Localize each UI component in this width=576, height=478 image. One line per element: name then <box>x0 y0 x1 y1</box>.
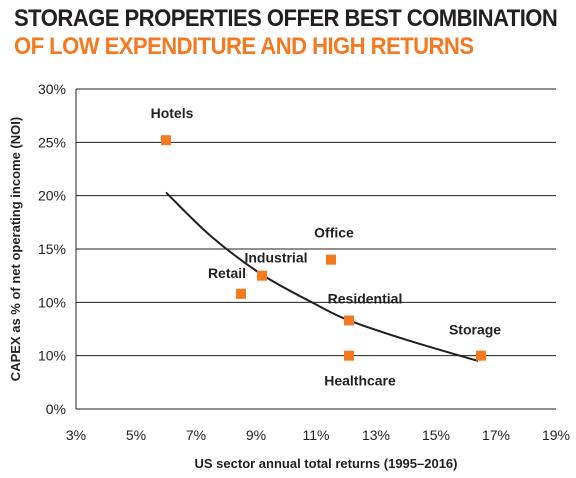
point-marker-office <box>326 254 336 265</box>
point-marker-retail <box>236 288 246 299</box>
gridlines <box>76 88 556 410</box>
point-marker-healthcare <box>344 350 354 361</box>
x-tick-label: 11% <box>303 427 330 443</box>
point-label-healthcare: Healthcare <box>324 373 396 389</box>
point-marker-storage <box>476 350 486 361</box>
y-tick-label: 0% <box>46 401 66 417</box>
point-label-industrial: Industrial <box>244 250 307 266</box>
point-label-retail: Retail <box>208 265 246 281</box>
y-tick-label: 10% <box>38 294 66 310</box>
point-label-office: Office <box>314 225 354 241</box>
x-tick-label: 17% <box>482 427 510 443</box>
point-label-hotels: Hotels <box>151 105 194 121</box>
point-marker-hotels <box>161 135 171 146</box>
trendline <box>165 191 479 362</box>
y-tick-label: 15% <box>38 241 66 257</box>
chart-title-line-1: STORAGE PROPERTIES OFFER BEST COMBINATIO… <box>14 5 558 32</box>
y-tick-label: 30% <box>38 81 66 97</box>
x-tick-label: 19% <box>542 427 570 443</box>
x-tick-label: 7% <box>186 427 206 443</box>
x-axis-ticks: 3% 5% 7% 9% 11% 13% 15% 17% 19% <box>66 427 570 443</box>
x-tick-label: 3% <box>66 427 86 443</box>
x-tick-label: 15% <box>422 427 450 443</box>
x-tick-label: 13% <box>362 427 390 443</box>
x-tick-label: 9% <box>246 427 266 443</box>
y-tick-label: 10% <box>38 348 66 364</box>
y-axis-label: CAPEX as % of net operating income (NOI) <box>8 117 23 381</box>
x-axis-label: US sector annual total returns (1995–201… <box>195 456 458 471</box>
chart-title: STORAGE PROPERTIES OFFER BEST COMBINATIO… <box>14 5 558 61</box>
y-tick-label: 25% <box>38 134 66 150</box>
point-label-storage: Storage <box>449 322 501 338</box>
point-marker-residential <box>344 315 354 326</box>
point-label-residential: Residential <box>328 290 403 306</box>
y-tick-label: 20% <box>38 188 66 204</box>
y-axis-ticks: 0% 10% 10% 15% 20% 25% 30% <box>38 81 66 417</box>
x-tick-label: 5% <box>126 427 146 443</box>
chart-title-line-2: OF LOW EXPENDITURE AND HIGH RETURNS <box>14 33 474 60</box>
point-marker-industrial <box>257 270 267 281</box>
